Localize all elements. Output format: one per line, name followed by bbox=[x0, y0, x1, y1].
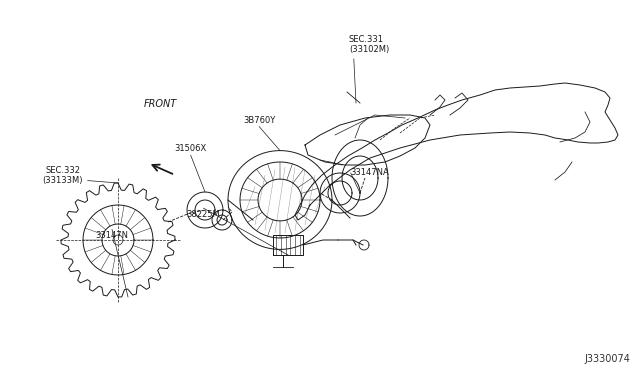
Text: J3330074: J3330074 bbox=[584, 354, 630, 364]
Text: 38225M: 38225M bbox=[187, 210, 220, 219]
Text: SEC.332
(33133M): SEC.332 (33133M) bbox=[42, 166, 83, 185]
Text: FRONT: FRONT bbox=[144, 99, 177, 109]
Text: 33147N: 33147N bbox=[95, 231, 129, 240]
Text: 31506X: 31506X bbox=[175, 144, 207, 153]
Text: 3B760Y: 3B760Y bbox=[243, 116, 275, 125]
Text: SEC.331
(33102M): SEC.331 (33102M) bbox=[349, 35, 389, 54]
Text: 33147NA: 33147NA bbox=[351, 169, 390, 177]
